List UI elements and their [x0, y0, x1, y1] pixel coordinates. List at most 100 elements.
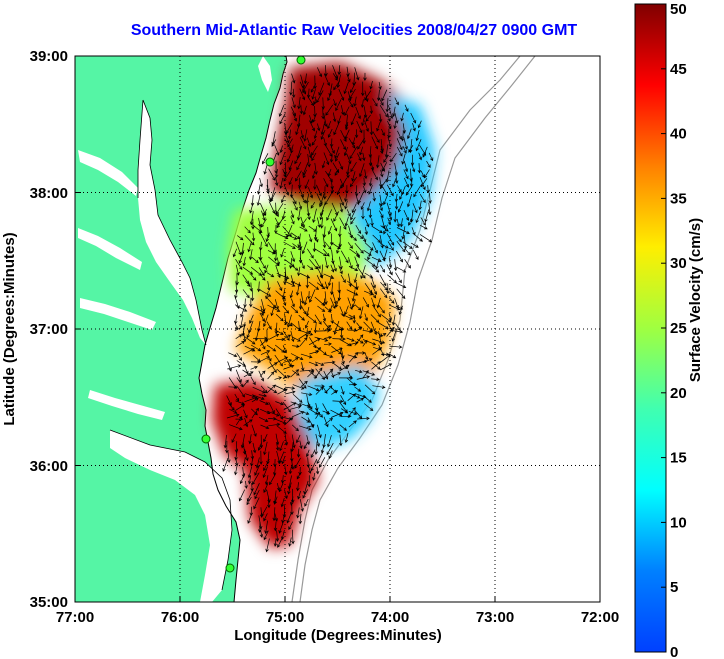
velocity-arrow — [274, 168, 279, 178]
velocity-arrow — [292, 112, 297, 122]
velocity-arrow — [364, 384, 376, 395]
velocity-arrow — [337, 65, 341, 76]
velocity-arrow — [271, 139, 277, 147]
velocity-arrow — [305, 193, 310, 204]
velocity-arrow — [360, 99, 365, 109]
velocity-arrows — [222, 65, 434, 553]
velocity-arrow — [268, 401, 275, 414]
velocity-arrow — [252, 442, 257, 454]
velocity-arrow — [291, 265, 299, 271]
velocity-arrow — [346, 74, 351, 83]
velocity-arrow — [298, 513, 303, 525]
velocity-arrow — [379, 105, 388, 118]
velocity-arrow — [356, 120, 363, 134]
velocity-arrow — [285, 233, 298, 240]
velocity-arrow — [320, 217, 324, 229]
velocity-arrow — [388, 288, 395, 296]
velocity-arrow — [235, 369, 242, 383]
velocity-arrow — [333, 320, 340, 335]
velocity-arrow — [308, 281, 320, 290]
velocity-arrow — [335, 297, 340, 308]
velocity-arrow — [274, 513, 278, 522]
velocity-arrow — [310, 83, 317, 93]
velocity-arrow — [380, 281, 388, 291]
colorbar-tick-label: 25 — [670, 320, 687, 337]
velocity-arrow — [301, 416, 311, 423]
colorbar-tick-label: 45 — [670, 61, 687, 78]
velocity-arrow — [363, 185, 367, 194]
velocity-arrow — [299, 257, 305, 270]
velocity-arrow — [376, 297, 381, 309]
y-tick-label: 37:00 — [30, 321, 68, 338]
velocity-arrow — [400, 112, 404, 122]
velocity-arrow — [296, 448, 301, 458]
velocity-arrow — [329, 154, 334, 163]
velocity-arrow — [378, 82, 382, 90]
velocity-arrow — [283, 169, 292, 182]
velocity-arrow — [386, 283, 390, 295]
velocity-arrow — [396, 240, 406, 253]
velocity-arrow — [298, 425, 312, 431]
velocity-arrow — [308, 370, 318, 379]
velocity-arrow — [322, 298, 326, 307]
velocity-arrow — [322, 313, 327, 322]
velocity-arrow — [340, 139, 346, 151]
velocity-arrow — [310, 201, 316, 209]
velocity-arrow — [258, 416, 269, 422]
velocity-arrow — [362, 339, 377, 346]
velocity-arrow — [300, 216, 306, 229]
velocity-arrow — [273, 243, 277, 254]
velocity-arrow — [368, 209, 373, 219]
velocity-arrow — [388, 257, 393, 269]
velocity-arrow — [340, 395, 347, 406]
colorbar-tick-label: 40 — [670, 126, 687, 143]
velocity-arrow — [303, 297, 308, 306]
velocity-arrow — [379, 243, 389, 249]
site-marker — [201, 434, 211, 444]
velocity-arrow — [317, 305, 326, 312]
velocity-arrow — [252, 472, 260, 486]
velocity-arrow — [363, 290, 374, 296]
velocity-arrow — [269, 473, 276, 486]
velocity-arrow — [228, 424, 243, 431]
velocity-arrow — [408, 145, 414, 153]
velocity-arrow — [316, 451, 324, 465]
velocity-arrow — [404, 248, 411, 256]
velocity-arrow — [312, 472, 316, 481]
velocity-arrow — [282, 401, 291, 413]
velocity-arrow — [307, 464, 312, 474]
velocity-arrow — [323, 368, 334, 380]
velocity-arrow — [371, 377, 380, 382]
velocity-arrow — [314, 367, 323, 380]
velocity-arrow — [290, 441, 294, 453]
velocity-arrow — [387, 137, 392, 148]
velocity-arrow — [263, 208, 267, 217]
velocity-arrow — [332, 424, 341, 434]
velocity-arrow — [307, 265, 314, 271]
bay-outline — [109, 99, 233, 591]
velocity-arrow — [256, 194, 261, 206]
velocity-arrow — [372, 242, 378, 254]
velocity-arrow — [320, 264, 324, 279]
velocity-arrow — [351, 171, 356, 182]
velocity-arrow — [322, 248, 330, 257]
velocity-arrow — [242, 379, 249, 388]
velocity-arrow — [300, 305, 307, 315]
velocity-arrow — [249, 203, 254, 214]
velocity-arrow — [325, 385, 333, 393]
x-tick-label: 72:00 — [581, 609, 619, 626]
velocity-arrow — [250, 360, 261, 364]
velocity-arrow — [301, 241, 308, 255]
velocity-arrow — [412, 203, 418, 214]
velocity-arrow — [372, 347, 383, 355]
velocity-arrow — [226, 413, 240, 419]
velocity-arrow — [292, 394, 303, 403]
velocity-arrow — [387, 120, 392, 130]
velocity-arrow — [278, 482, 284, 493]
velocity-arrow — [249, 249, 253, 261]
velocity-arrow — [235, 404, 246, 411]
velocity-arrow — [295, 122, 301, 136]
velocity-arrow — [321, 106, 325, 120]
velocity-arrow — [266, 344, 277, 352]
velocity-arrow — [395, 250, 403, 263]
